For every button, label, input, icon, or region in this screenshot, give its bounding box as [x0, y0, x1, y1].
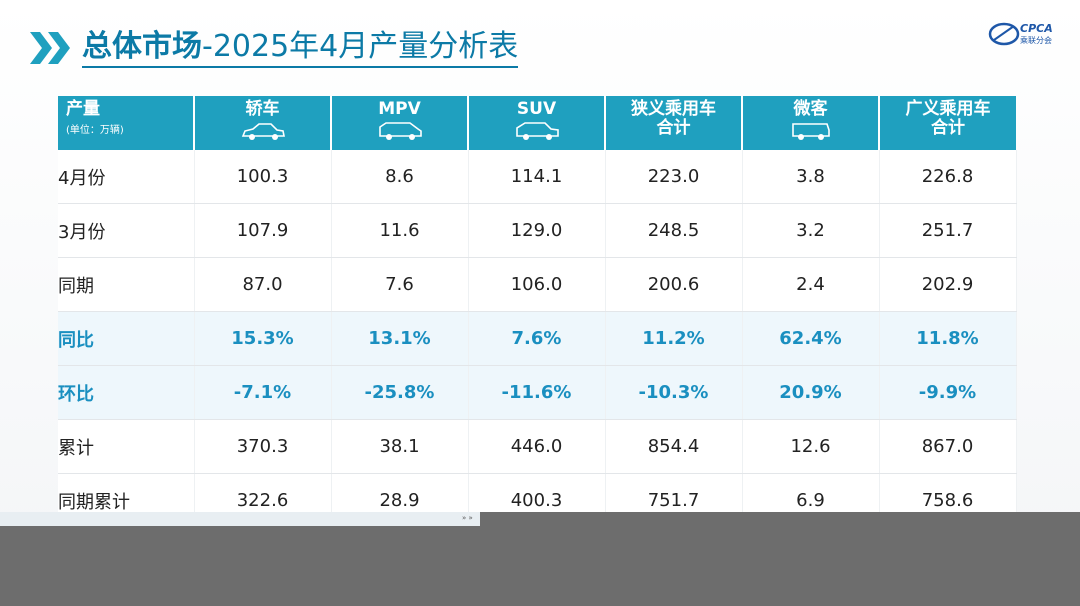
table-cell: 854.4: [605, 419, 743, 474]
table-cell: -25.8%: [331, 365, 469, 420]
header-label: MPV: [378, 99, 421, 119]
corner-label: 产量: [66, 99, 100, 119]
table-cell: 3.8: [742, 150, 880, 204]
table-cell: 13.1%: [331, 311, 469, 366]
overlay-strip: » »: [0, 512, 480, 526]
header-label-2: 合计: [931, 118, 965, 138]
cpca-logo-icon: [988, 22, 1020, 46]
table-row: 环比 -7.1% -25.8% -11.6% -10.3% 20.9% -9.9%: [58, 365, 1017, 420]
table-cell: 251.7: [879, 203, 1017, 258]
table-cell: 12.6: [742, 419, 880, 474]
mpv-icon: [378, 122, 422, 140]
header-broad-total: 广义乘用车 合计: [879, 96, 1016, 150]
table-cell: -9.9%: [879, 365, 1017, 420]
header-sedan: 轿车: [194, 96, 332, 150]
header-suv: SUV: [468, 96, 606, 150]
page-title: 总体市场-2025年4月产量分析表: [82, 28, 519, 68]
table-cell: 100.3: [194, 150, 332, 204]
table-cell: -11.6%: [468, 365, 606, 420]
table-cell: 62.4%: [742, 311, 880, 366]
table-row: 同期累计 322.6 28.9 400.3 751.7 6.9 758.6: [58, 473, 1017, 528]
table-cell: 248.5: [605, 203, 743, 258]
table-cell: 106.0: [468, 257, 606, 312]
table-cell: 223.0: [605, 150, 743, 204]
row-label: 环比: [58, 365, 195, 420]
table-cell: 370.3: [194, 419, 332, 474]
title-rest: -2025年4月产量分析表: [202, 29, 519, 64]
table-cell: 446.0: [468, 419, 606, 474]
table-row: 同比 15.3% 13.1% 7.6% 11.2% 62.4% 11.8%: [58, 311, 1017, 366]
header-mpv: MPV: [331, 96, 469, 150]
double-chevron-icon: [30, 32, 70, 64]
production-table: 产量 (单位：万辆) 轿车 MPV SUV 狭义乘用车 合计: [58, 96, 1017, 528]
sedan-icon: [241, 123, 285, 140]
row-label: 同比: [58, 311, 195, 366]
table-cell: 867.0: [879, 419, 1017, 474]
header-label: 狭义乘用车: [631, 99, 716, 119]
table-cell: 20.9%: [742, 365, 880, 420]
row-label: 累计: [58, 419, 195, 474]
logo-text: CPCA: [1020, 22, 1053, 35]
table-cell: 226.8: [879, 150, 1017, 204]
table-cell: 7.6: [331, 257, 469, 312]
header-label-2: 合计: [656, 118, 691, 138]
header-label: SUV: [516, 99, 557, 119]
table-cell: 11.2%: [605, 311, 743, 366]
table-cell: 8.6: [331, 150, 469, 204]
title-row: 总体市场-2025年4月产量分析表: [30, 26, 519, 70]
table-cell: 7.6%: [468, 311, 606, 366]
table-cell: 2.4: [742, 257, 880, 312]
row-label: 同期: [58, 257, 195, 312]
header-row: 产量 (单位：万辆) 轿车 MPV SUV 狭义乘用车 合计: [58, 96, 1016, 150]
table-cell: 87.0: [194, 257, 332, 312]
dim-overlay: [0, 512, 1080, 606]
header-minivan: 微客: [742, 96, 880, 150]
header-narrow-total: 狭义乘用车 合计: [605, 96, 743, 150]
corner-unit: (单位：万辆): [66, 125, 124, 136]
table-cell: 107.9: [194, 203, 332, 258]
logo-subtext: 乘联分会: [1020, 36, 1052, 45]
row-label: 3月份: [58, 203, 195, 258]
table-cell: 15.3%: [194, 311, 332, 366]
header-label: 广义乘用车: [905, 99, 991, 119]
table-cell: 202.9: [879, 257, 1017, 312]
table-cell: 129.0: [468, 203, 606, 258]
table-row: 4月份 100.3 8.6 114.1 223.0 3.8 226.8: [58, 150, 1017, 204]
suv-icon: [515, 122, 559, 140]
table-cell: 114.1: [468, 150, 606, 204]
overlay-marker: » »: [462, 514, 473, 522]
table-cell: 38.1: [331, 419, 469, 474]
header-corner: 产量 (单位：万辆): [58, 96, 195, 150]
title-bold: 总体市场: [82, 29, 202, 64]
table-cell: 11.6: [331, 203, 469, 258]
table-cell: 11.8%: [879, 311, 1017, 366]
table-cell: -10.3%: [605, 365, 743, 420]
header-label: 微客: [793, 99, 828, 119]
table-row: 3月份 107.9 11.6 129.0 248.5 3.2 251.7: [58, 203, 1017, 258]
table-cell: -7.1%: [194, 365, 332, 420]
table-row: 同期 87.0 7.6 106.0 200.6 2.4 202.9: [58, 257, 1017, 312]
table-cell: 200.6: [605, 257, 743, 312]
table-cell: 3.2: [742, 203, 880, 258]
row-label: 4月份: [58, 150, 195, 204]
table-row: 累计 370.3 38.1 446.0 854.4 12.6 867.0: [58, 419, 1017, 474]
header-label: 轿车: [245, 99, 280, 119]
minivan-icon: [791, 123, 830, 140]
